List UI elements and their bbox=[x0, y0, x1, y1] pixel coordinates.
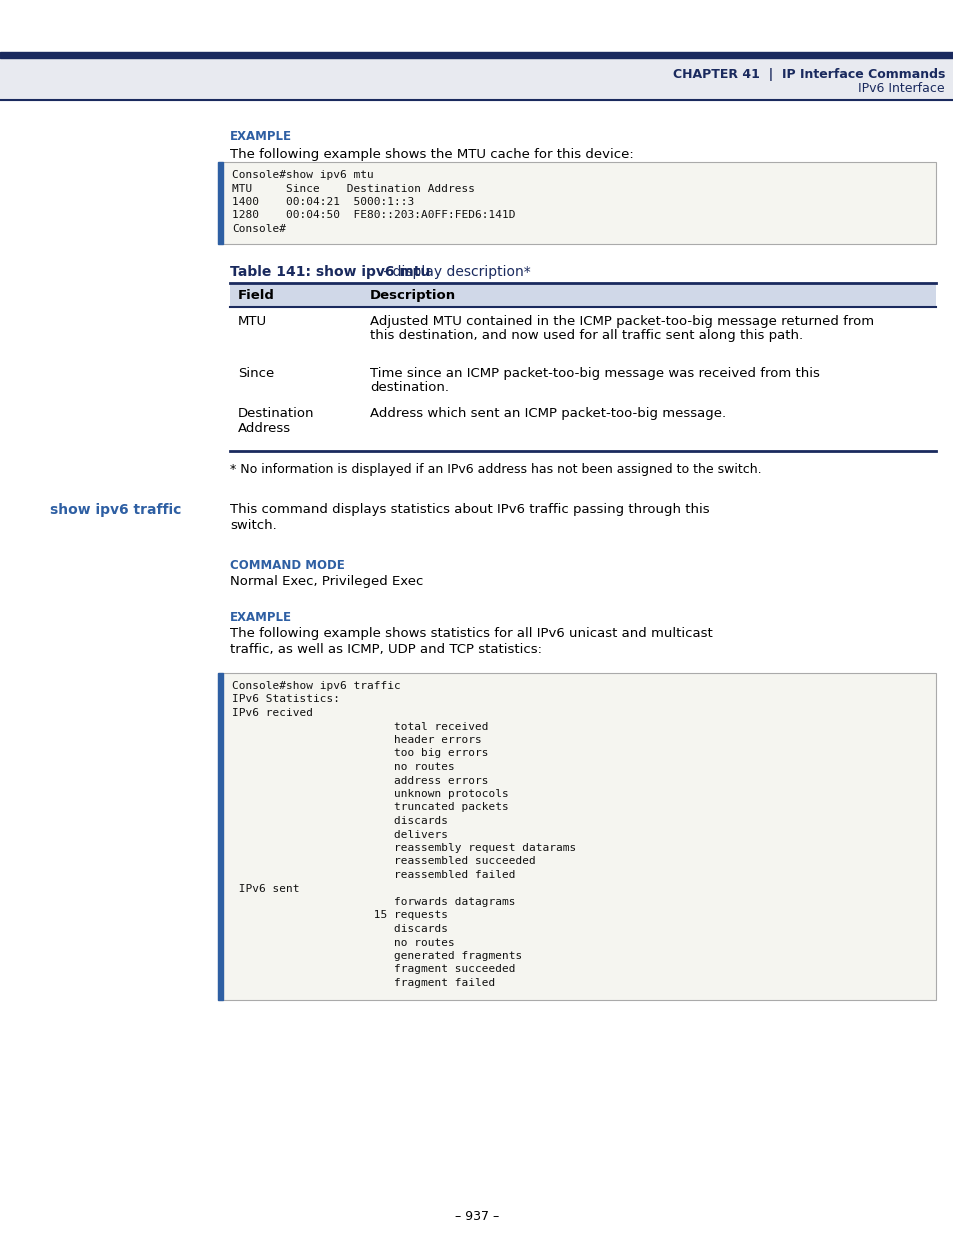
Text: discards: discards bbox=[232, 816, 448, 826]
Text: destination.: destination. bbox=[370, 382, 449, 394]
Text: EXAMPLE: EXAMPLE bbox=[230, 611, 292, 624]
Text: reassembly request datarams: reassembly request datarams bbox=[232, 844, 576, 853]
Text: total received: total received bbox=[232, 721, 488, 731]
Text: Address which sent an ICMP packet-too-big message.: Address which sent an ICMP packet-too-bi… bbox=[370, 408, 725, 420]
Text: * No information is displayed if an IPv6 address has not been assigned to the sw: * No information is displayed if an IPv6… bbox=[230, 463, 760, 475]
Bar bbox=[218, 673, 223, 999]
Text: discards: discards bbox=[232, 924, 448, 934]
Text: Console#show ipv6 traffic: Console#show ipv6 traffic bbox=[232, 680, 400, 692]
Text: CHAPTER 41  |  IP Interface Commands: CHAPTER 41 | IP Interface Commands bbox=[672, 68, 944, 82]
Text: MTU: MTU bbox=[237, 315, 267, 329]
Text: 15 requests: 15 requests bbox=[232, 910, 448, 920]
Text: EXAMPLE: EXAMPLE bbox=[230, 130, 292, 143]
Text: delivers: delivers bbox=[232, 830, 448, 840]
Text: – 937 –: – 937 – bbox=[455, 1210, 498, 1223]
Text: truncated packets: truncated packets bbox=[232, 803, 508, 813]
Text: no routes: no routes bbox=[232, 937, 455, 947]
Text: reassembled failed: reassembled failed bbox=[232, 869, 515, 881]
Bar bbox=[0, 58, 953, 100]
Text: Normal Exec, Privileged Exec: Normal Exec, Privileged Exec bbox=[230, 576, 423, 588]
FancyBboxPatch shape bbox=[218, 673, 935, 999]
Text: reassembled succeeded: reassembled succeeded bbox=[232, 857, 536, 867]
Text: IPv6 Interface: IPv6 Interface bbox=[858, 82, 944, 95]
Text: address errors: address errors bbox=[232, 776, 488, 785]
Bar bbox=[230, 283, 935, 308]
Text: 1400    00:04:21  5000:1::3: 1400 00:04:21 5000:1::3 bbox=[232, 198, 414, 207]
Text: MTU     Since    Destination Address: MTU Since Destination Address bbox=[232, 184, 475, 194]
Text: Console#: Console# bbox=[232, 224, 286, 233]
Text: Console#show ipv6 mtu: Console#show ipv6 mtu bbox=[232, 170, 374, 180]
Text: header errors: header errors bbox=[232, 735, 481, 745]
Text: IPv6 Statistics:: IPv6 Statistics: bbox=[232, 694, 339, 704]
Bar bbox=[0, 52, 953, 58]
Text: Destination
Address: Destination Address bbox=[237, 408, 314, 435]
Text: forwards datagrams: forwards datagrams bbox=[232, 897, 515, 906]
Text: this destination, and now used for all traffic sent along this path.: this destination, and now used for all t… bbox=[370, 329, 802, 342]
Text: This command displays statistics about IPv6 traffic passing through this: This command displays statistics about I… bbox=[230, 503, 709, 516]
Text: fragment failed: fragment failed bbox=[232, 978, 495, 988]
Bar bbox=[218, 162, 223, 245]
Text: 1280    00:04:50  FE80::203:A0FF:FED6:141D: 1280 00:04:50 FE80::203:A0FF:FED6:141D bbox=[232, 210, 515, 221]
Text: Since: Since bbox=[237, 367, 274, 380]
Text: show ipv6 traffic: show ipv6 traffic bbox=[50, 503, 181, 517]
Text: The following example shows statistics for all IPv6 unicast and multicast: The following example shows statistics f… bbox=[230, 627, 712, 640]
Text: Description: Description bbox=[370, 289, 456, 303]
Text: IPv6 sent: IPv6 sent bbox=[232, 883, 299, 893]
Text: Table 141: show ipv6 mtu: Table 141: show ipv6 mtu bbox=[230, 266, 430, 279]
Text: - display description*: - display description* bbox=[378, 266, 530, 279]
Text: IPv6 recived: IPv6 recived bbox=[232, 708, 313, 718]
Text: Adjusted MTU contained in the ICMP packet-too-big message returned from: Adjusted MTU contained in the ICMP packe… bbox=[370, 315, 873, 329]
Text: COMMAND MODE: COMMAND MODE bbox=[230, 559, 344, 572]
Text: too big errors: too big errors bbox=[232, 748, 488, 758]
Text: unknown protocols: unknown protocols bbox=[232, 789, 508, 799]
Text: generated fragments: generated fragments bbox=[232, 951, 521, 961]
Text: The following example shows the MTU cache for this device:: The following example shows the MTU cach… bbox=[230, 148, 633, 161]
Text: Field: Field bbox=[237, 289, 274, 303]
Text: no routes: no routes bbox=[232, 762, 455, 772]
FancyBboxPatch shape bbox=[218, 162, 935, 245]
Text: switch.: switch. bbox=[230, 519, 276, 532]
Text: traffic, as well as ICMP, UDP and TCP statistics:: traffic, as well as ICMP, UDP and TCP st… bbox=[230, 643, 541, 656]
Text: Time since an ICMP packet-too-big message was received from this: Time since an ICMP packet-too-big messag… bbox=[370, 367, 819, 380]
Text: fragment succeeded: fragment succeeded bbox=[232, 965, 515, 974]
